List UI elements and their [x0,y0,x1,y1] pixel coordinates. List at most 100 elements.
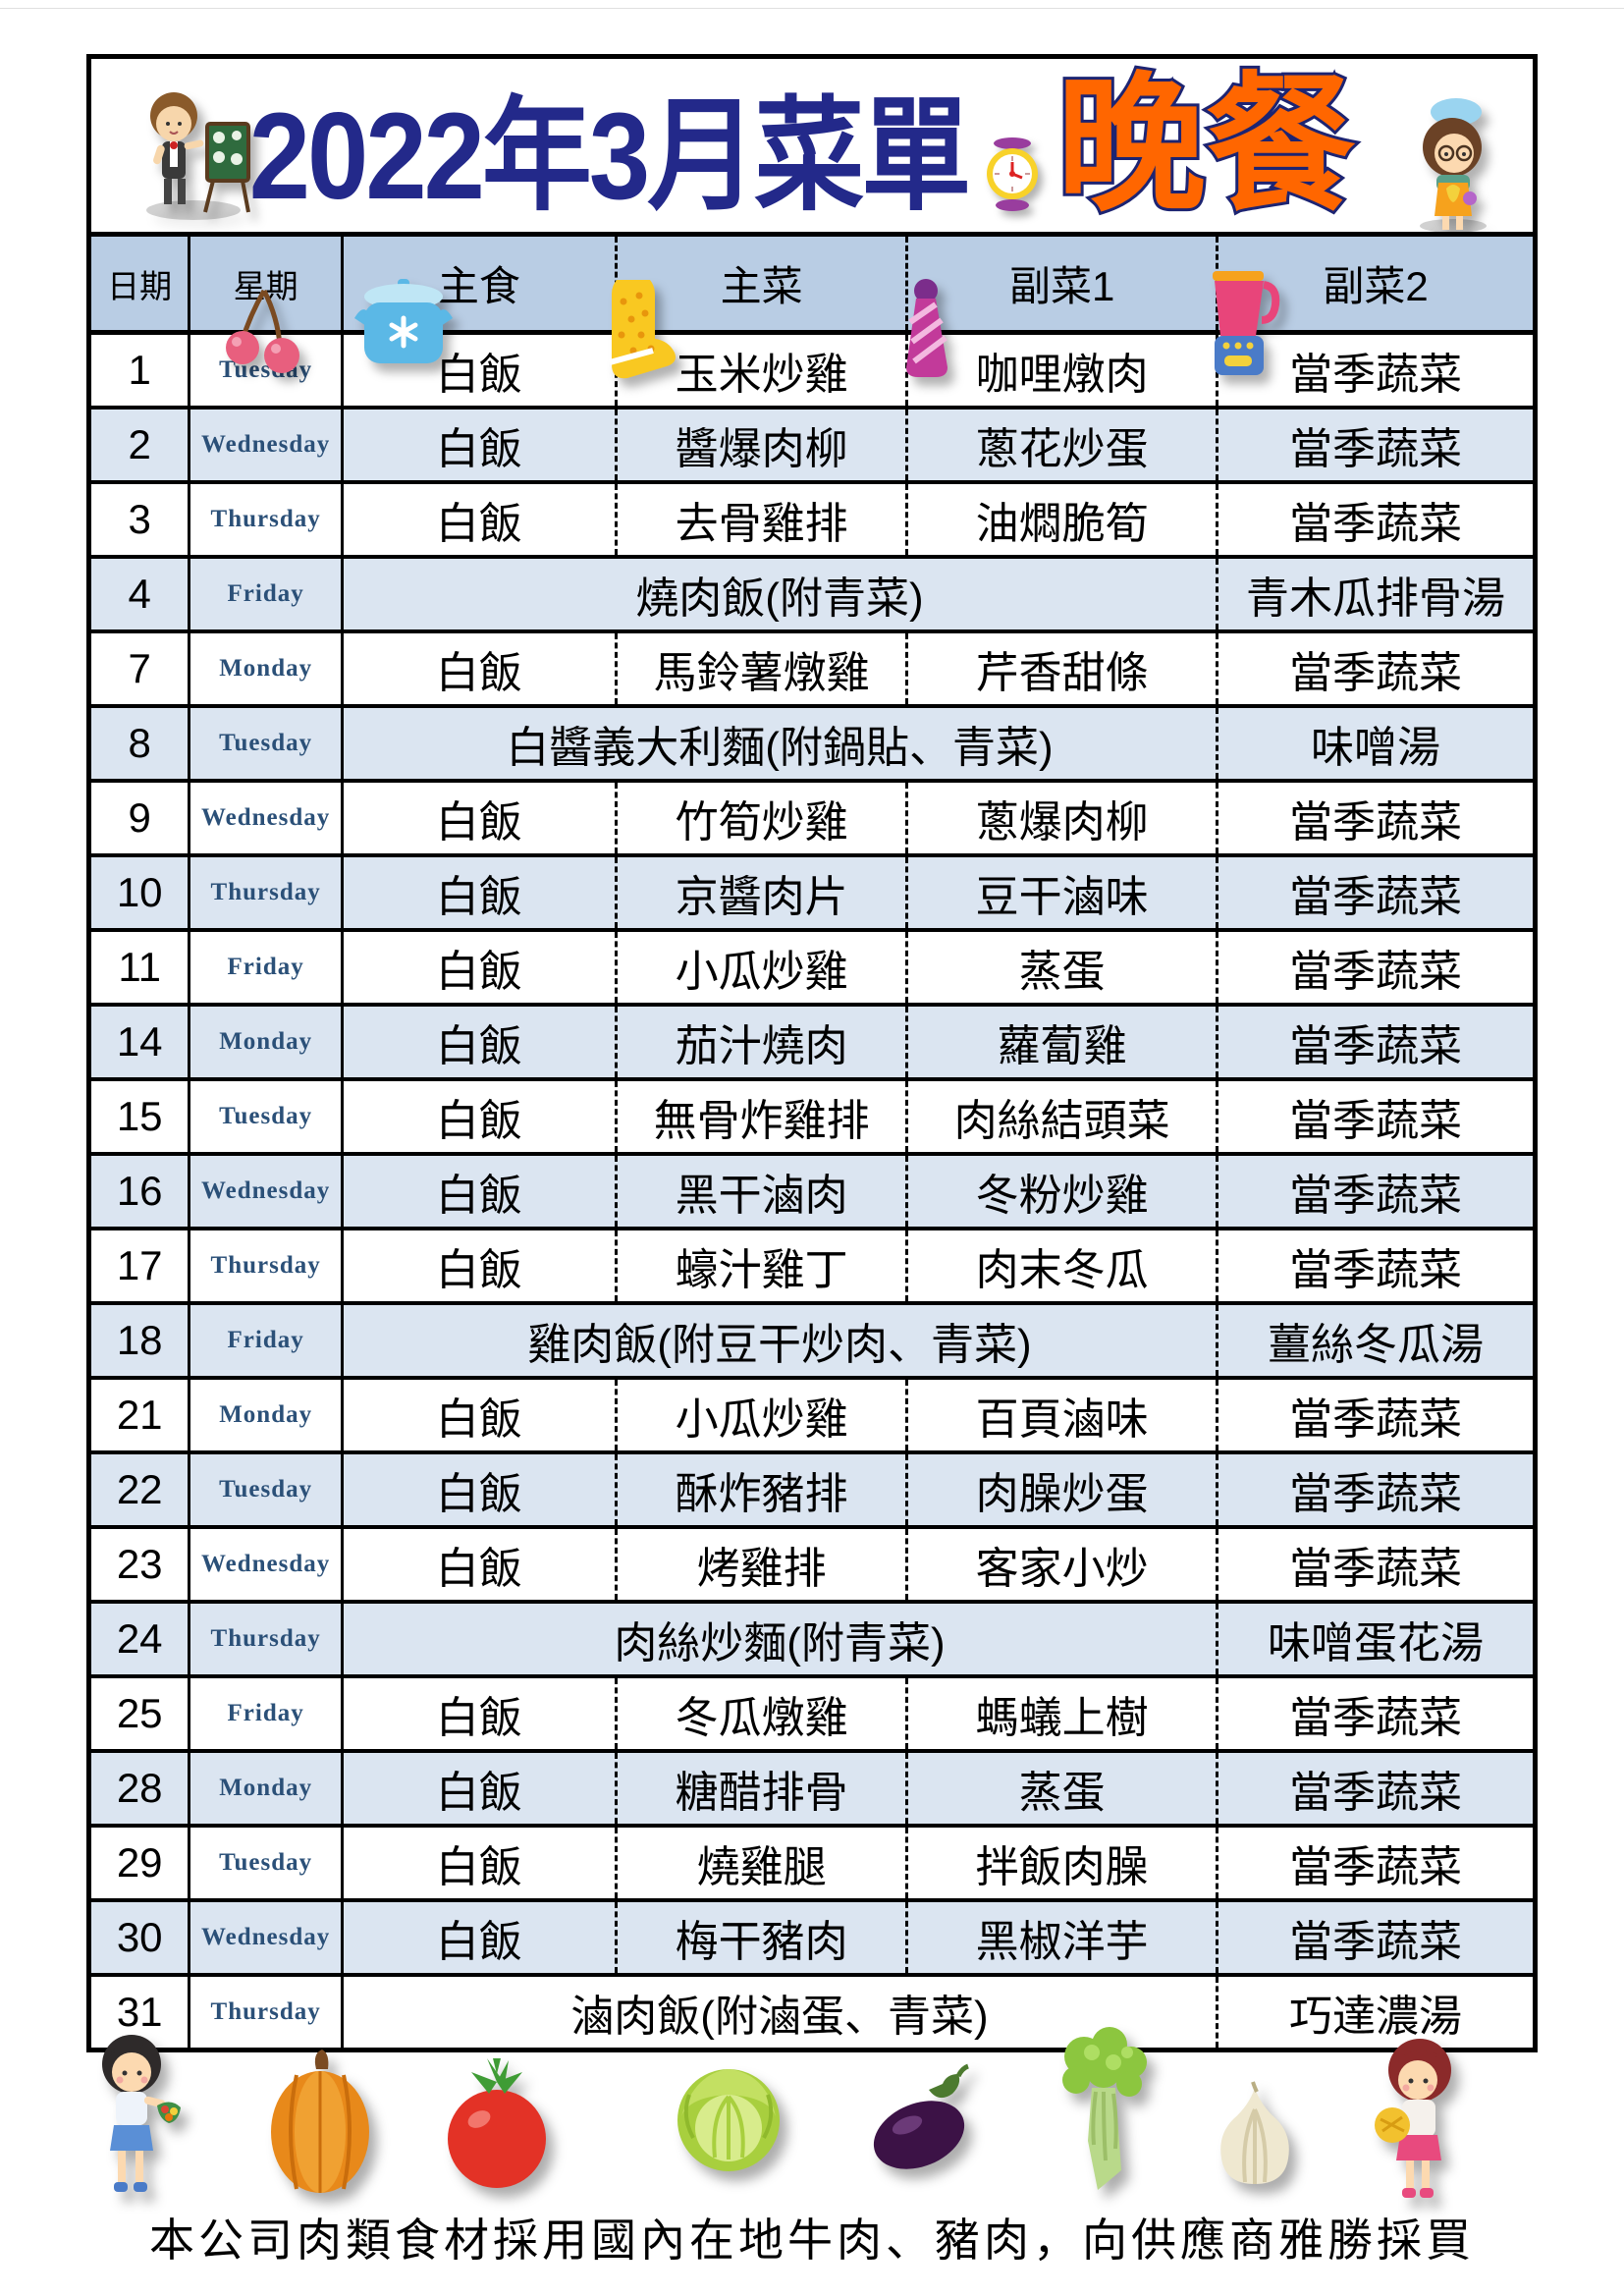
date-value: 1 [128,347,151,393]
weekday-cell: Tuesday [188,1454,341,1525]
main-dish-cell: 竹筍炒雞 [614,783,906,853]
staple-value: 白飯 [435,1395,522,1444]
blender-icon [1213,271,1280,375]
table-row: 14 Monday 白飯 茄汁燒肉 蘿蔔雞 當季蔬菜 [91,1007,1533,1081]
side1-value: 蔥花炒蛋 [975,425,1149,473]
side2-value: 巧達濃湯 [1289,1993,1462,2041]
side1-value: 螞蟻上樹 [975,1694,1149,1742]
staple-cell: 白飯 [340,1081,615,1152]
table-row: 7 Monday 白飯 馬鈴薯燉雞 芹香甜條 當季蔬菜 [91,633,1533,708]
weekday-cell: Monday [188,1380,341,1450]
weekday-value: Wednesday [201,804,331,831]
weekday-value: Monday [219,1401,313,1428]
staple-value: 白飯 [435,1694,522,1742]
staple-cell: 白飯 [340,857,615,928]
side2-value: 當季蔬菜 [1288,1470,1462,1518]
staple-value: 白飯 [435,351,522,399]
weekday-value: Wednesday [201,431,331,458]
side2-cell: 當季蔬菜 [1215,857,1533,928]
date-value: 7 [128,645,151,691]
table-row: 16 Wednesday 白飯 黑干滷肉 冬粉炒雞 當季蔬菜 [91,1156,1533,1230]
weekday-value: Monday [219,655,313,682]
side1-cell: 百頁滷味 [905,1380,1216,1450]
staple-cell: 白飯 [340,633,615,704]
date-cell: 3 [91,484,188,555]
footer-note: 本公司肉類食材採用國內在地牛肉、豬肉，向供應商雅勝採買 [149,2215,1475,2266]
side2-value: 當季蔬菜 [1288,1172,1462,1220]
date-cell: 1 [91,335,188,406]
main-dish-value: 醬爆肉柳 [675,425,848,473]
side1-cell: 蒸蛋 [905,1753,1216,1824]
table-row: 9 Wednesday 白飯 竹筍炒雞 蔥爆肉柳 當季蔬菜 [91,783,1533,857]
staple-cell: 白飯 [340,410,615,480]
side1-cell: 蘿蔔雞 [905,1007,1216,1077]
side1-value: 油燜脆筍 [975,500,1149,548]
staple-value: 白飯 [435,1769,522,1817]
side1-value: 豆干滷味 [975,873,1149,921]
header-side1: 副菜1 [905,237,1216,330]
staple-value: 白飯 [435,798,522,847]
side1-value: 百頁滷味 [975,1395,1149,1444]
table-row: 21 Monday 白飯 小瓜炒雞 百頁滷味 當季蔬菜 [91,1380,1533,1454]
oven-mitt-icon [609,280,676,379]
table-row: 29 Tuesday 白飯 燒雞腿 拌飯肉臊 當季蔬菜 [91,1828,1533,1902]
date-value: 28 [116,1765,163,1811]
weekday-value: Friday [227,954,304,980]
staple-value: 白飯 [435,1097,522,1145]
side1-cell: 客家小炒 [905,1529,1216,1600]
date-cell: 17 [91,1230,188,1301]
main-dish-cell: 蠔汁雞丁 [614,1230,906,1301]
alarm-clock-icon [984,135,1041,218]
date-value: 3 [128,496,151,542]
date-cell: 23 [91,1529,188,1600]
side2-cell: 薑絲冬瓜湯 [1216,1305,1533,1376]
weekday-cell: Thursday [188,1604,341,1674]
pepper-shaker-icon [906,279,947,377]
staple-value: 白飯 [435,1843,522,1891]
main-dish-cell: 馬鈴薯燉雞 [614,633,906,704]
date-value: 17 [116,1242,163,1288]
main-dish-cell: 茄汁燒肉 [614,1007,906,1077]
staple-value: 白飯 [435,649,522,697]
combo-meal-cell: 雞肉飯(附豆干炒肉、青菜) [340,1305,1216,1376]
main-dish-value: 梅干豬肉 [675,1918,848,1966]
table-row: 10 Thursday 白飯 京醬肉片 豆干滷味 當季蔬菜 [91,857,1533,932]
teacher-icon [146,92,250,220]
table-row: 28 Monday 白飯 糖醋排骨 蒸蛋 當季蔬菜 [91,1753,1533,1828]
side1-value: 咖哩燉肉 [975,351,1149,399]
date-value: 2 [128,421,151,467]
header-date: 日期 [107,267,173,304]
side2-cell: 當季蔬菜 [1215,335,1533,406]
meal-label: 晚餐 [1054,62,1358,229]
side2-cell: 當季蔬菜 [1215,932,1533,1003]
staple-cell: 白飯 [340,1753,615,1824]
main-dish-value: 小瓜炒雞 [675,948,848,996]
side2-cell: 味噌湯 [1216,708,1533,779]
side2-value: 當季蔬菜 [1288,1545,1462,1593]
staple-cell: 白飯 [340,1230,615,1301]
table-row: 23 Wednesday 白飯 烤雞排 客家小炒 當季蔬菜 [91,1529,1533,1604]
combo-meal-value: 白醬義大利麵(附鍋貼、青菜) [506,724,1054,772]
main-dish-value: 玉米炒雞 [675,351,848,399]
side1-value: 蘿蔔雞 [997,1022,1127,1070]
date-value: 8 [128,720,151,766]
side2-cell: 當季蔬菜 [1215,783,1533,853]
date-cell: 16 [91,1156,188,1227]
staple-cell: 白飯 [340,1902,615,1973]
date-value: 29 [116,1839,163,1886]
main-dish-value: 黑干滷肉 [675,1172,848,1220]
date-cell: 10 [91,857,188,928]
main-dish-cell: 酥炸豬排 [614,1454,906,1525]
cabbage-icon [677,2069,780,2171]
combo-meal-cell: 白醬義大利麵(附鍋貼、青菜) [340,708,1216,779]
side2-cell: 當季蔬菜 [1215,1230,1533,1301]
weekday-value: Tuesday [219,1103,313,1129]
table-row: 17 Thursday 白飯 蠔汁雞丁 肉末冬瓜 當季蔬菜 [91,1230,1533,1305]
main-dish-cell: 燒雞腿 [614,1828,906,1898]
side1-value: 黑椒洋芋 [975,1918,1149,1966]
table-row: 11 Friday 白飯 小瓜炒雞 蒸蛋 當季蔬菜 [91,932,1533,1007]
date-value: 10 [116,869,163,915]
chef-girl-icon [1420,98,1487,233]
weekday-cell: Wednesday [188,1902,341,1973]
